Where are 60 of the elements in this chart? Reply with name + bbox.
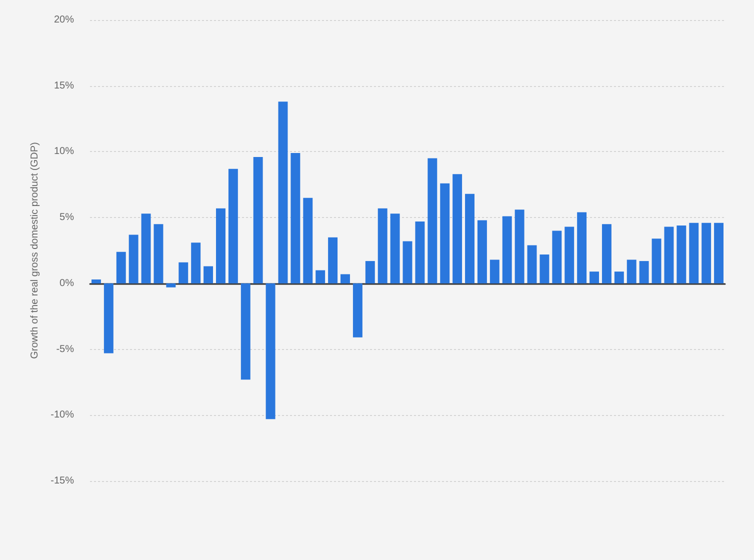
bar <box>303 198 313 284</box>
bar <box>316 270 326 284</box>
bar <box>216 208 226 284</box>
y-tick-label: 0% <box>60 278 74 289</box>
bar <box>365 261 375 284</box>
y-tick-label: 15% <box>54 80 74 92</box>
bar <box>676 225 686 284</box>
y-tick-label: -10% <box>50 410 74 421</box>
y-tick-label: 10% <box>54 146 74 158</box>
y-tick-label: 5% <box>60 212 74 224</box>
y-tick-label: 20% <box>54 14 74 26</box>
bar <box>240 283 250 380</box>
bar <box>191 242 201 284</box>
bar <box>128 234 138 284</box>
bar <box>154 224 164 284</box>
bar <box>614 272 624 284</box>
bar <box>166 283 176 288</box>
bar <box>502 216 512 284</box>
bar <box>564 226 574 284</box>
bar <box>514 210 524 284</box>
bar <box>266 283 276 420</box>
y-tick-label: -5% <box>56 344 74 355</box>
bar <box>552 230 562 284</box>
bar <box>714 222 724 284</box>
bar <box>116 252 126 284</box>
bar <box>540 254 550 284</box>
bar <box>228 168 238 284</box>
bar <box>415 222 425 284</box>
bar <box>328 237 338 284</box>
bar <box>664 226 674 284</box>
bar <box>104 283 114 354</box>
bar <box>352 283 362 338</box>
bar <box>340 274 350 284</box>
bar <box>290 153 300 284</box>
bar <box>527 245 537 284</box>
bar <box>278 102 288 284</box>
bar <box>91 279 101 284</box>
bar <box>390 214 400 284</box>
bar <box>178 262 188 284</box>
bar <box>602 224 612 284</box>
bar <box>689 222 699 284</box>
bar <box>577 212 587 284</box>
bar <box>141 214 151 284</box>
bar <box>253 156 263 284</box>
bar <box>204 266 214 284</box>
bar <box>652 238 662 284</box>
bar <box>440 183 450 284</box>
bar <box>428 158 438 284</box>
y-axis-title: Growth of the real gross domestic product (GDP) <box>29 142 40 359</box>
bar <box>490 260 500 284</box>
bar <box>590 272 599 284</box>
y-tick-label: -15% <box>50 476 74 486</box>
bar <box>452 174 462 284</box>
bar <box>402 241 412 284</box>
bar <box>639 261 649 284</box>
bar <box>477 220 487 284</box>
bar <box>626 260 636 284</box>
bar <box>465 194 474 284</box>
bar <box>702 222 712 284</box>
bar <box>378 208 388 284</box>
